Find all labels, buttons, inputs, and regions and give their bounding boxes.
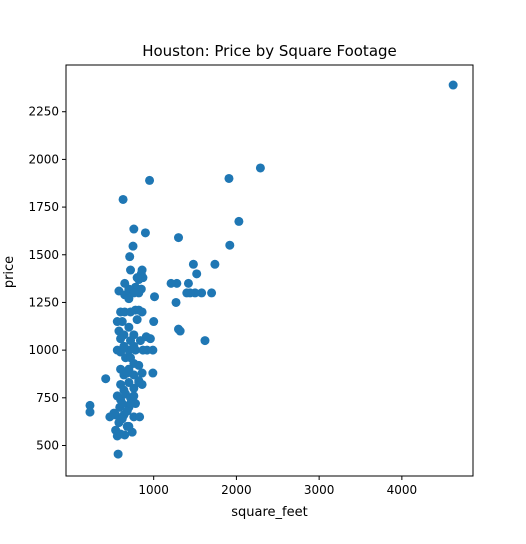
x-tick-label: 4000 — [387, 483, 418, 497]
data-point — [126, 353, 136, 363]
data-point — [135, 336, 145, 346]
data-point — [101, 374, 111, 384]
data-point — [174, 233, 184, 243]
x-tick-label: 2000 — [221, 483, 252, 497]
data-point — [188, 259, 198, 269]
x-axis-label: square_feet — [231, 505, 307, 520]
data-point — [122, 406, 132, 416]
y-tick-label: 1750 — [28, 200, 59, 214]
data-point — [132, 273, 142, 283]
data-point — [234, 216, 244, 226]
data-point — [129, 288, 139, 298]
data-point — [118, 194, 128, 204]
data-point — [183, 278, 193, 288]
data-point — [117, 399, 127, 409]
data-point — [85, 407, 95, 417]
y-tick-label: 1500 — [28, 248, 59, 262]
data-point — [105, 412, 115, 422]
data-point — [85, 400, 95, 410]
data-point — [182, 288, 192, 298]
data-point — [192, 269, 202, 279]
y-axis-label: price — [2, 256, 17, 288]
data-point — [137, 368, 147, 378]
data-point — [113, 449, 123, 459]
data-point — [197, 288, 207, 298]
y-tick-label: 2250 — [28, 105, 59, 119]
data-point — [224, 173, 234, 183]
chart-title: Houston: Price by Square Footage — [142, 42, 397, 60]
data-point — [148, 368, 158, 378]
data-point — [126, 265, 136, 275]
data-point — [117, 414, 127, 424]
data-point — [174, 324, 184, 334]
data-point — [120, 430, 130, 440]
data-point — [126, 399, 136, 409]
data-point — [140, 228, 150, 238]
data-point — [134, 378, 144, 388]
data-points — [85, 80, 458, 459]
data-point — [116, 334, 126, 344]
data-point — [124, 421, 134, 431]
data-point — [128, 241, 138, 251]
data-point — [207, 288, 217, 298]
data-point — [149, 317, 159, 327]
data-point — [137, 307, 147, 317]
data-point — [122, 368, 132, 378]
data-point — [225, 240, 235, 250]
plot-frame — [65, 64, 474, 477]
y-tick-label: 500 — [36, 438, 59, 452]
data-point — [129, 224, 139, 234]
y-tick-label: 2000 — [28, 152, 59, 166]
data-point — [125, 252, 135, 262]
data-point — [166, 278, 176, 288]
data-point — [117, 317, 127, 327]
data-point — [138, 345, 148, 355]
data-point — [120, 278, 130, 288]
data-point — [134, 360, 144, 370]
x-tick-label: 3000 — [304, 483, 335, 497]
data-point — [200, 336, 210, 346]
data-point — [145, 175, 155, 185]
data-point — [124, 322, 134, 332]
data-point — [448, 80, 458, 90]
data-point — [129, 391, 139, 401]
data-point — [210, 259, 220, 269]
y-tick-label: 1250 — [28, 295, 59, 309]
data-point — [150, 292, 160, 302]
y-tick-label: 1000 — [28, 343, 59, 357]
data-point — [119, 341, 129, 351]
axis-ticks: 1000 2000 3000 4000 500 750 1000 1250 1500 1750 20… — [28, 105, 417, 497]
data-point — [132, 315, 142, 325]
data-point — [171, 297, 181, 307]
y-tick-label: 750 — [36, 391, 59, 405]
data-point — [129, 341, 139, 351]
data-point — [255, 163, 265, 173]
data-point — [135, 412, 145, 422]
x-tick-label: 1000 — [138, 483, 169, 497]
